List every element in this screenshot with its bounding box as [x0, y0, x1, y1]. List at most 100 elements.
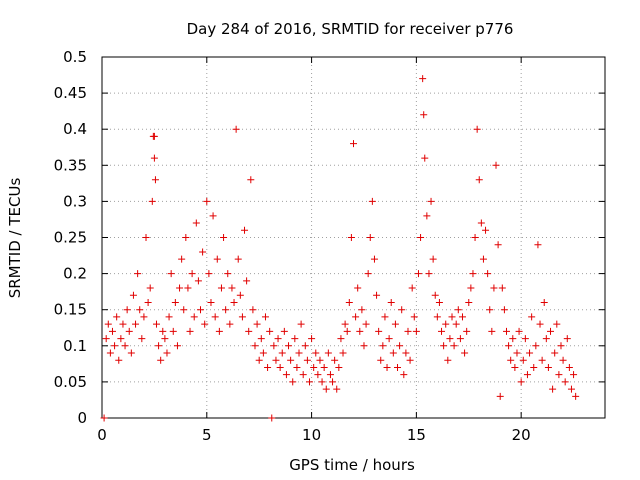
data-point — [347, 234, 355, 241]
x-tick-label: 0 — [97, 426, 107, 444]
data-point — [150, 154, 158, 162]
data-point — [234, 255, 242, 263]
data-point — [410, 313, 418, 321]
y-tick-label: 0.5 — [63, 48, 87, 66]
data-point — [561, 378, 569, 386]
data-point — [211, 313, 219, 321]
data-point — [423, 212, 431, 220]
data-point — [387, 298, 395, 306]
data-point — [364, 270, 372, 278]
data-point — [176, 284, 184, 292]
data-point — [282, 371, 290, 379]
data-point — [326, 371, 334, 379]
data-point — [192, 219, 200, 227]
data-point — [557, 342, 565, 350]
data-point — [322, 385, 330, 393]
data-point — [446, 335, 454, 343]
data-point — [352, 313, 360, 321]
data-point — [226, 320, 234, 328]
data-point — [479, 255, 487, 263]
data-point — [567, 385, 575, 393]
data-point — [425, 270, 433, 278]
data-point — [530, 363, 538, 371]
data-point — [463, 327, 471, 335]
data-point — [152, 320, 160, 328]
data-point — [182, 234, 190, 241]
data-point — [473, 125, 481, 133]
data-point — [427, 197, 435, 205]
data-point — [113, 313, 121, 321]
data-point — [477, 219, 485, 227]
data-point — [498, 284, 506, 292]
data-point — [563, 335, 571, 343]
data-point — [297, 320, 305, 328]
data-point — [102, 335, 110, 343]
data-point — [526, 349, 534, 357]
data-point — [245, 327, 253, 335]
data-point — [320, 363, 328, 371]
data-point — [370, 255, 378, 263]
data-point — [461, 349, 469, 357]
y-tick-label: 0.25 — [54, 229, 87, 247]
data-point — [111, 342, 119, 350]
data-point — [333, 385, 341, 393]
data-point — [224, 270, 232, 278]
data-point — [157, 356, 165, 364]
data-point — [268, 414, 276, 422]
data-point — [149, 132, 157, 140]
data-point — [385, 335, 393, 343]
data-point — [433, 313, 441, 321]
data-point — [165, 313, 173, 321]
data-point — [188, 270, 196, 278]
data-point — [142, 234, 150, 241]
data-point — [272, 356, 280, 364]
data-point — [343, 327, 351, 335]
data-point — [255, 356, 263, 364]
x-tick-label: 5 — [202, 426, 212, 444]
data-point — [536, 320, 544, 328]
data-point — [402, 349, 410, 357]
data-point — [500, 306, 508, 314]
y-tick-label: 0.4 — [63, 120, 87, 138]
data-point — [337, 335, 345, 343]
data-point — [136, 306, 144, 314]
data-point — [308, 335, 316, 343]
data-point — [270, 342, 278, 350]
data-point — [324, 349, 332, 357]
data-point — [123, 306, 131, 314]
data-point — [251, 342, 259, 350]
data-point — [236, 291, 244, 299]
data-point — [247, 176, 255, 184]
data-point — [379, 342, 387, 350]
data-point — [475, 176, 483, 184]
data-point — [406, 356, 414, 364]
data-point — [203, 197, 211, 205]
y-tick-label: 0.05 — [54, 373, 87, 391]
data-point — [108, 327, 116, 335]
data-point — [266, 327, 274, 335]
data-point — [542, 335, 550, 343]
data-point — [544, 363, 552, 371]
data-point — [398, 306, 406, 314]
data-point — [151, 176, 159, 184]
data-point — [295, 349, 303, 357]
data-point — [513, 349, 521, 357]
data-point — [134, 270, 142, 278]
data-point — [316, 356, 324, 364]
data-point — [186, 327, 194, 335]
data-point — [312, 349, 320, 357]
data-point — [280, 327, 288, 335]
y-tick-label: 0.45 — [54, 84, 87, 102]
data-point — [274, 335, 282, 343]
grid-lines — [102, 57, 605, 418]
data-point — [318, 378, 326, 386]
data-point — [146, 284, 154, 292]
data-point — [169, 327, 177, 335]
data-points — [100, 75, 580, 422]
data-point — [540, 298, 548, 306]
data-point — [454, 306, 462, 314]
data-point — [431, 291, 439, 299]
data-point — [458, 313, 466, 321]
data-point — [505, 342, 513, 350]
data-point — [377, 356, 385, 364]
